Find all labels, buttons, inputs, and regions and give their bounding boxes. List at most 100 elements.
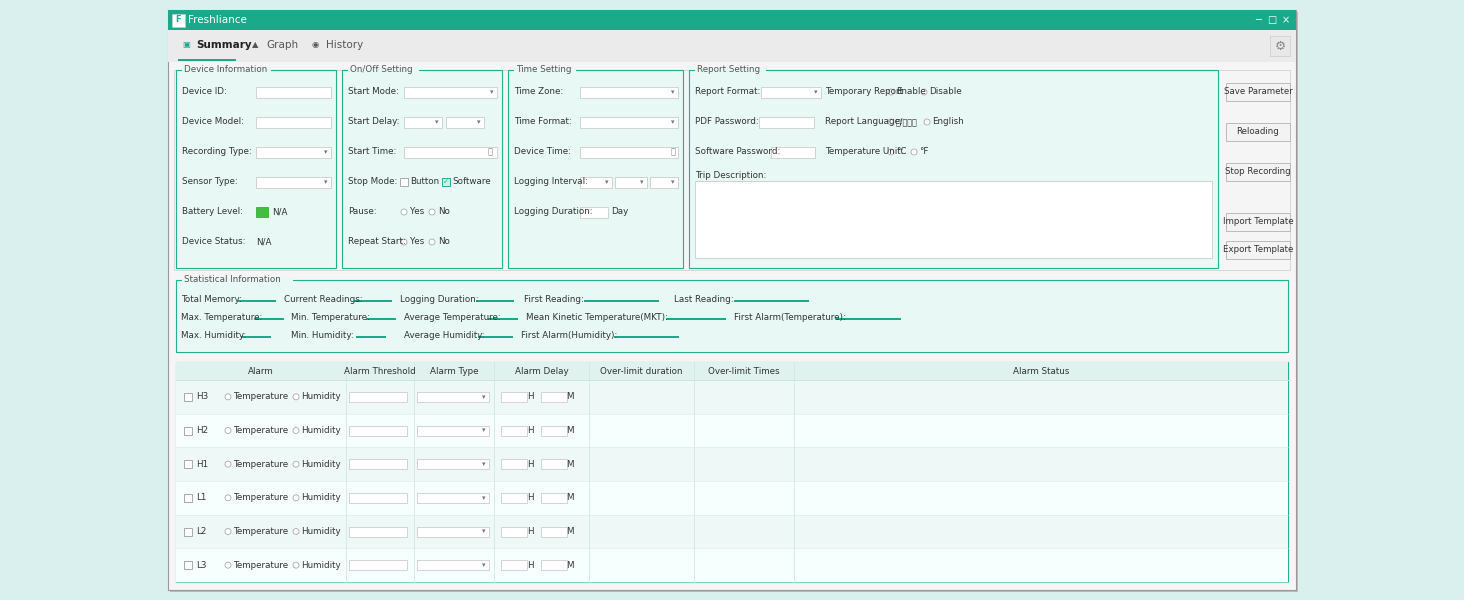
Text: Max. Humidity:: Max. Humidity: [182,331,246,340]
Text: Temperature: Temperature [233,426,288,435]
Bar [1225,123,1290,141]
Text: Humidity: Humidity [302,560,341,569]
Bar [650,176,678,187]
Text: H2: H2 [196,426,208,435]
Text: Temperature: Temperature [233,392,288,401]
Text: ▾: ▾ [477,119,480,125]
Bar [354,300,392,301]
Bar [733,300,810,301]
Circle shape [225,394,231,400]
Text: ▾: ▾ [482,529,486,535]
Text: Enable: Enable [896,88,925,97]
Bar [184,460,192,468]
Bar [580,206,608,217]
Bar [417,459,489,469]
Bar [580,146,678,157]
Circle shape [889,149,895,155]
Text: H: H [527,426,533,435]
Text: Stop Recording: Stop Recording [1225,167,1291,176]
Bar [348,67,419,75]
Bar [174,70,1290,270]
Bar [256,116,331,127]
Text: N/A: N/A [272,208,287,217]
Circle shape [429,239,435,245]
Bar [836,318,900,319]
Text: ▾: ▾ [482,394,486,400]
Bar [580,176,612,187]
Text: Battery Level:: Battery Level: [182,208,243,217]
Text: Start Mode:: Start Mode: [348,88,398,97]
Bar [348,527,407,536]
Bar [476,300,514,301]
Bar [256,86,331,97]
Bar [343,70,502,268]
Bar [501,459,527,469]
Text: Export Template: Export Template [1222,245,1293,254]
Text: Over-limit duration: Over-limit duration [600,367,682,376]
Text: Sensor Type:: Sensor Type: [182,178,237,187]
Text: ▾: ▾ [490,89,493,95]
Text: Report Language:: Report Language: [826,118,903,127]
Circle shape [293,529,299,535]
Text: Over-limit Times: Over-limit Times [709,367,780,376]
Bar [182,277,293,285]
Text: L2: L2 [196,527,206,536]
Circle shape [293,394,299,400]
Text: Alarm Delay: Alarm Delay [515,367,568,376]
Text: 简/繁中文: 简/繁中文 [896,118,918,127]
Text: ▾: ▾ [482,495,486,501]
Circle shape [911,149,916,155]
Bar [176,413,1288,448]
Text: M: M [567,460,574,469]
Text: Humidity: Humidity [302,426,341,435]
Text: Reloading: Reloading [1237,127,1280,136]
Text: °F: °F [919,148,928,157]
Text: ▾: ▾ [605,179,609,185]
Text: Recording Type:: Recording Type: [182,148,252,157]
Text: ×: × [1282,15,1290,25]
Text: Repeat Start:: Repeat Start: [348,238,406,247]
Bar [366,318,395,319]
Circle shape [293,562,299,568]
Text: °C: °C [896,148,906,157]
Text: Time Zone:: Time Zone: [514,88,564,97]
Text: Time Format:: Time Format: [514,118,572,127]
Text: Button: Button [410,178,439,187]
Bar [417,527,489,536]
Text: F: F [176,16,182,25]
Bar [417,425,489,436]
Text: On/Off Setting: On/Off Setting [350,65,413,74]
Bar [442,178,449,186]
Text: M: M [567,560,574,569]
Text: M: M [567,527,574,536]
Text: Average Temperature:: Average Temperature: [404,313,501,323]
Bar [404,146,496,157]
Text: Alarm Status: Alarm Status [1013,367,1069,376]
Bar [447,116,485,127]
Text: Mean Kinetic Temperature(MKT):: Mean Kinetic Temperature(MKT): [526,313,668,323]
Bar [168,10,1296,30]
Bar [501,560,527,570]
Text: ▾: ▾ [672,179,675,185]
Text: H3: H3 [196,392,208,401]
Text: Humidity: Humidity [302,527,341,536]
Text: H: H [527,560,533,569]
Bar [176,481,1288,515]
Bar [772,146,815,157]
Circle shape [429,209,435,215]
Text: Max. Temperature:: Max. Temperature: [182,313,262,323]
Bar [584,300,659,301]
Circle shape [889,89,895,95]
Text: L3: L3 [196,560,206,569]
Circle shape [225,562,231,568]
Bar [356,336,386,337]
Bar [348,392,407,402]
Bar [508,70,684,268]
Bar [580,116,678,127]
Circle shape [293,495,299,501]
Bar [580,86,678,97]
Text: M: M [567,392,574,401]
Text: Temperature: Temperature [233,527,288,536]
Text: PDF Password:: PDF Password: [695,118,758,127]
Text: Freshliance: Freshliance [187,15,247,25]
